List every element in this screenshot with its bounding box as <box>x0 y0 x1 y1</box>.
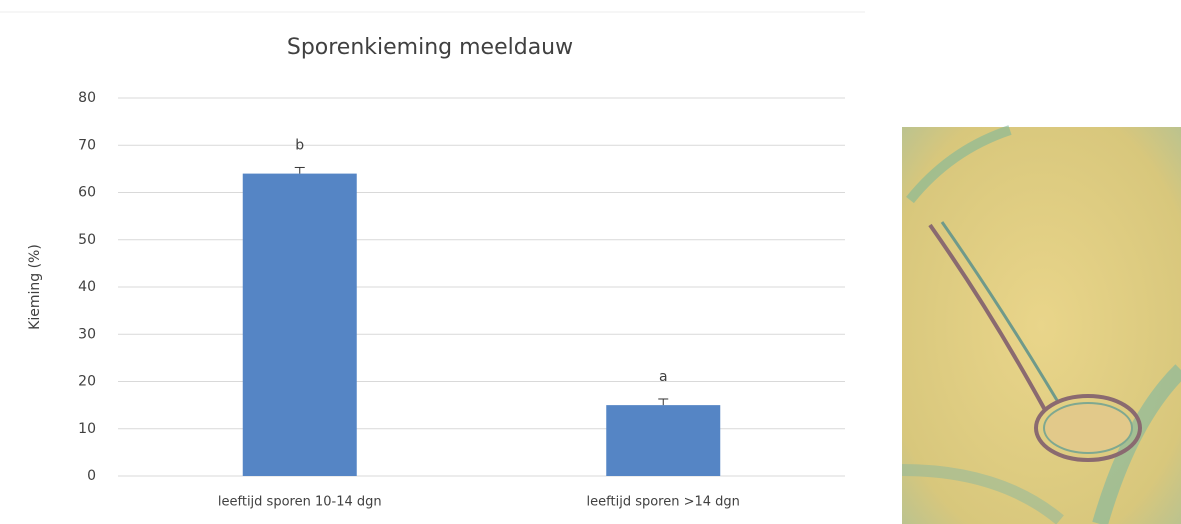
x-tick-label: leeftijd sporen 10-14 dgn <box>218 495 382 510</box>
annotation: a <box>659 369 668 385</box>
y-tick-label: 70 <box>78 137 96 153</box>
y-tick-label: 10 <box>78 421 96 437</box>
chart-title: Sporenkieming meeldauw <box>287 35 573 60</box>
y-tick-label: 80 <box>78 90 96 106</box>
bar <box>242 173 357 476</box>
y-tick-label: 60 <box>78 185 96 201</box>
photo <box>901 125 1181 524</box>
y-tick-label: 40 <box>78 279 96 295</box>
y-tick-label: 20 <box>78 374 96 390</box>
bar <box>606 405 721 476</box>
y-axis-label: Kieming (%) <box>27 244 43 330</box>
y-tick-label: 30 <box>78 326 96 342</box>
x-tick-label: leeftijd sporen >14 dgn <box>587 495 740 510</box>
y-tick-label: 50 <box>78 232 96 248</box>
annotation: b <box>295 137 304 153</box>
y-tick-label: 0 <box>87 468 96 484</box>
